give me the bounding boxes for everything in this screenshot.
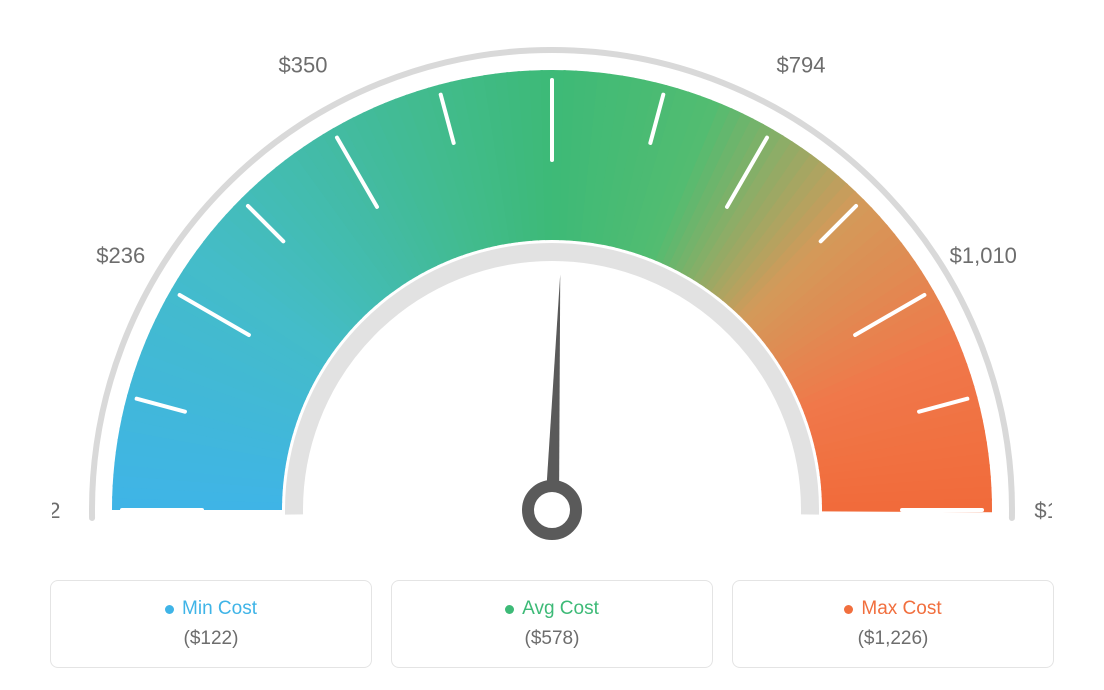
svg-text:$122: $122	[52, 498, 60, 523]
legend-min-value: ($122)	[184, 628, 239, 650]
chart-container: $122 $236 $350 $578 $794 $1,010 $1,226 Min Cos…	[0, 0, 1104, 690]
legend-max-dot-icon	[844, 605, 853, 614]
legend-min-box: Min Cost ($122)	[50, 580, 372, 668]
legend-avg-dot-icon	[505, 605, 514, 614]
svg-text:$794: $794	[777, 53, 826, 78]
legend-max-label: Max Cost	[861, 598, 941, 620]
legend-avg-title: Avg Cost	[505, 598, 599, 620]
gauge-chart: $122 $236 $350 $578 $794 $1,010 $1,226	[52, 10, 1052, 570]
legend-avg-value: ($578)	[525, 628, 580, 650]
legend-avg-label: Avg Cost	[522, 598, 599, 620]
legend-max-value: ($1,226)	[858, 628, 929, 650]
svg-text:$236: $236	[96, 243, 145, 268]
svg-text:$1,226: $1,226	[1034, 498, 1052, 523]
legend-row: Min Cost ($122) Avg Cost ($578) Max Cost…	[50, 580, 1054, 668]
svg-text:$578: $578	[528, 10, 577, 11]
svg-text:$350: $350	[279, 53, 328, 78]
legend-min-title: Min Cost	[165, 598, 257, 620]
legend-max-box: Max Cost ($1,226)	[732, 580, 1054, 668]
legend-avg-box: Avg Cost ($578)	[391, 580, 713, 668]
svg-text:$1,010: $1,010	[950, 243, 1017, 268]
legend-min-dot-icon	[165, 605, 174, 614]
legend-max-title: Max Cost	[844, 598, 941, 620]
legend-min-label: Min Cost	[182, 598, 257, 620]
